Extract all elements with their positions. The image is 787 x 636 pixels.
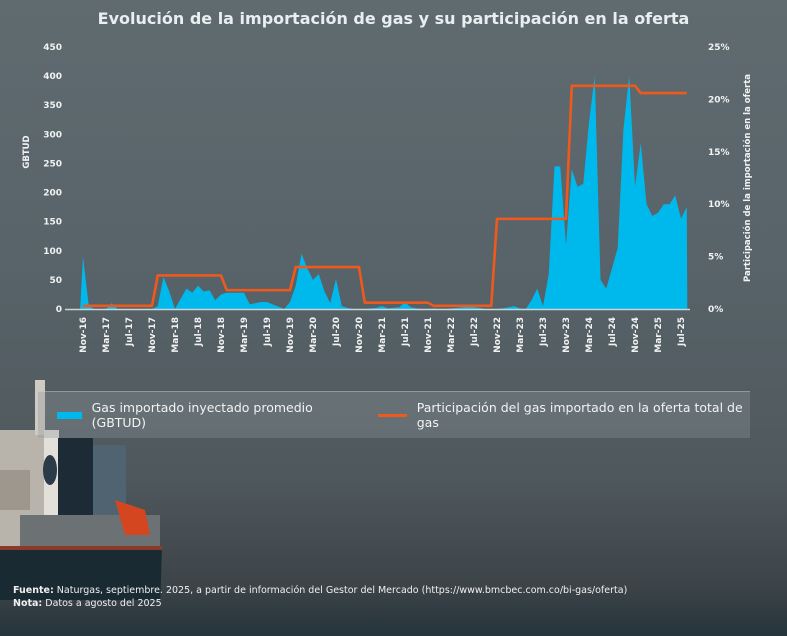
x-tick-label: Mar-24 (585, 317, 595, 353)
legend-label-line: Participación del gas importado en la of… (416, 400, 743, 430)
y-tick-label: 400 (43, 72, 62, 82)
y-tick-label: 0 (56, 305, 62, 315)
x-tick-label: Jul-24 (608, 317, 618, 347)
x-tick-label: Jul-20 (332, 317, 342, 347)
y-tick-label: 300 (43, 130, 62, 140)
x-tick-label: Jul-23 (539, 317, 549, 347)
x-tick-label: Jul-18 (194, 317, 204, 347)
legend-swatch-line (378, 413, 407, 417)
x-tick-label: Mar-20 (309, 317, 319, 353)
y-axis-label: GBTUD (22, 135, 32, 168)
y2-tick-label: 10% (708, 200, 730, 210)
y2-tick-label: 20% (708, 95, 730, 105)
legend-label-area: Gas importado inyectado promedio (GBTUD) (91, 400, 313, 430)
note-line: Nota: Datos a agosto del 2025 (13, 597, 627, 610)
chart-title: Evolución de la importación de gas y su … (97, 9, 690, 28)
x-tick-label: Jul-19 (263, 317, 273, 347)
x-tick-label: Nov-21 (424, 317, 434, 353)
source-text: Naturgas, septiembre. 2025, a partir de … (53, 585, 628, 596)
y2-axis-label: Participación de la importación en la of… (742, 74, 753, 282)
y2-tick-label: 15% (708, 148, 730, 158)
x-tick-label: Mar-19 (240, 317, 250, 353)
y2-tick-label: 0% (708, 305, 723, 315)
x-tick-label: Nov-19 (286, 317, 296, 353)
y-tick-label: 100 (43, 247, 62, 257)
legend-swatch-area (57, 411, 82, 419)
y-tick-label: 350 (43, 101, 62, 111)
x-tick-label: Nov-24 (631, 317, 641, 353)
y-tick-label: 450 (43, 43, 62, 53)
ship-photo (0, 380, 162, 600)
x-tick-label: Mar-25 (654, 317, 664, 353)
x-tick-label: Nov-20 (355, 317, 365, 353)
x-tick-label: Mar-22 (447, 317, 457, 353)
x-tick-label: Mar-18 (171, 317, 181, 353)
x-tick-label: Mar-23 (516, 317, 526, 353)
source-line: Fuente: Naturgas, septiembre. 2025, a pa… (13, 584, 627, 597)
x-tick-label: Nov-18 (217, 317, 227, 353)
note-text: Datos a agosto del 2025 (42, 598, 162, 609)
x-tick-label: Jul-21 (401, 317, 411, 347)
x-tick-label: Nov-16 (79, 317, 89, 353)
line-participacion (83, 84, 687, 308)
x-tick-label: Nov-22 (493, 317, 503, 353)
y2-tick-label: 25% (708, 43, 730, 53)
x-tick-label: Jul-22 (470, 317, 480, 347)
x-tick-label: Mar-17 (102, 317, 112, 353)
y-tick-label: 50 (49, 276, 62, 286)
note-label: Nota: (13, 598, 43, 609)
x-tick-label: Jul-25 (677, 317, 687, 347)
legend: Gas importado inyectado promedio (GBTUD)… (38, 391, 750, 438)
y-tick-label: 200 (43, 189, 62, 199)
chart: 0 50 100 150 200 250 300 350 400 450 0% 5% 10% 15% 20… (22, 43, 753, 353)
y2-tick-label: 5% (708, 253, 723, 263)
x-tick-label: Nov-23 (562, 317, 572, 353)
y-tick-label: 150 (43, 218, 62, 228)
y-tick-label: 250 (43, 159, 62, 169)
x-tick-label: Nov-17 (148, 317, 158, 353)
x-tick-label: Jul-17 (125, 317, 135, 347)
area-gas-importado (80, 76, 688, 309)
footer: Fuente: Naturgas, septiembre. 2025, a pa… (13, 584, 627, 610)
source-label: Fuente: (13, 585, 54, 596)
x-tick-label: Mar-21 (378, 317, 388, 353)
